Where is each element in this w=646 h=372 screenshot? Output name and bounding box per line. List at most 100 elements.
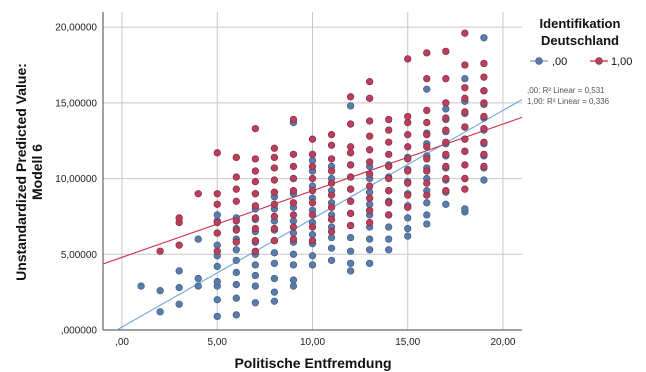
point-series-1-81 xyxy=(365,132,374,140)
point-series-1-96 xyxy=(404,179,412,187)
point-series-1-53 xyxy=(308,150,317,158)
y-tick-label-3: 15,00000 xyxy=(55,98,97,109)
point-series-1-111 xyxy=(423,106,431,115)
point-series-1-46 xyxy=(308,237,317,245)
point-series-1-135 xyxy=(480,162,488,171)
point-series-1-119 xyxy=(442,126,450,134)
y-axis-title-line-2: Modell 6 xyxy=(29,144,45,200)
point-series-1-50 xyxy=(308,187,317,195)
point-series-1-114 xyxy=(442,187,450,195)
point-series-1-56 xyxy=(327,215,336,224)
point-series-1-71 xyxy=(346,143,355,151)
r2-label-series-0: ,00: R² Linear = 0,531 xyxy=(527,86,605,95)
point-series-1-42 xyxy=(289,174,298,183)
point-series-1-19 xyxy=(251,237,260,245)
legend-item-series-0: ,00 xyxy=(530,56,567,68)
x-axis-title: Politische Entfremdung xyxy=(234,355,391,371)
point-series-1-39 xyxy=(289,211,298,219)
point-series-1-129 xyxy=(461,123,469,131)
point-series-0-39 xyxy=(270,288,279,296)
point-series-1-87 xyxy=(385,187,393,195)
point-series-0-141 xyxy=(461,74,469,83)
point-series-0-18 xyxy=(213,211,221,219)
point-series-1-11 xyxy=(232,238,240,246)
point-series-1-73 xyxy=(346,93,355,101)
point-series-1-63 xyxy=(327,131,336,139)
y-tick-label-1: 5,00000 xyxy=(61,250,98,261)
point-series-1-126 xyxy=(461,161,469,169)
legend-label-series-1: 1,00 xyxy=(611,56,632,68)
point-series-0-29 xyxy=(251,282,260,290)
point-series-0-0 xyxy=(137,282,145,290)
point-series-1-5 xyxy=(213,247,221,255)
point-series-0-88 xyxy=(346,102,355,110)
point-series-1-61 xyxy=(327,155,336,163)
point-series-0-41 xyxy=(270,259,279,268)
point-series-1-82 xyxy=(365,117,374,125)
point-series-1-55 xyxy=(327,227,336,236)
point-series-1-121 xyxy=(442,99,450,107)
point-series-0-107 xyxy=(404,224,412,233)
point-series-0-99 xyxy=(385,235,393,243)
point-series-1-93 xyxy=(385,115,393,124)
point-series-1-31 xyxy=(270,200,279,208)
point-series-1-100 xyxy=(404,131,412,139)
point-series-1-85 xyxy=(385,211,393,219)
point-series-1-131 xyxy=(461,94,469,102)
point-series-0-54 xyxy=(289,217,298,225)
point-series-1-30 xyxy=(270,212,279,221)
point-series-1-142 xyxy=(480,73,488,81)
point-series-1-115 xyxy=(442,174,450,183)
point-series-1-134 xyxy=(461,29,469,37)
point-series-1-44 xyxy=(289,150,298,158)
point-series-1-99 xyxy=(404,143,412,151)
point-series-1-76 xyxy=(365,194,374,202)
x-tick-label-1: 5,00 xyxy=(208,337,228,348)
point-series-1-18 xyxy=(251,247,260,255)
point-series-1-35 xyxy=(270,153,279,162)
point-series-1-92 xyxy=(385,126,393,134)
point-series-0-24 xyxy=(232,246,240,254)
point-series-0-22 xyxy=(232,268,240,277)
point-series-0-116 xyxy=(423,199,431,207)
point-series-1-94 xyxy=(404,203,412,211)
point-series-1-20 xyxy=(251,224,260,233)
point-series-1-6 xyxy=(213,229,221,237)
point-series-0-68 xyxy=(308,156,317,165)
point-series-1-34 xyxy=(270,164,279,172)
x-tick-label-2: 10,00 xyxy=(300,337,325,348)
point-series-1-138 xyxy=(480,124,488,133)
point-series-0-30 xyxy=(251,271,260,280)
point-series-1-47 xyxy=(308,223,317,231)
point-series-0-78 xyxy=(346,267,355,275)
point-series-0-62 xyxy=(308,230,317,239)
point-series-0-9 xyxy=(213,312,221,321)
point-series-1-120 xyxy=(442,114,450,122)
point-series-1-9 xyxy=(213,190,221,198)
point-series-1-10 xyxy=(213,149,221,157)
x-tick-label-4: 20,00 xyxy=(490,337,515,348)
point-series-1-127 xyxy=(461,147,469,155)
point-series-0-134 xyxy=(461,205,469,213)
point-series-1-68 xyxy=(346,173,355,181)
point-series-0-2 xyxy=(156,286,164,295)
point-series-1-124 xyxy=(461,185,469,193)
point-series-0-79 xyxy=(346,259,355,268)
point-series-1-132 xyxy=(461,84,469,92)
point-series-1-108 xyxy=(423,143,431,151)
point-series-1-80 xyxy=(365,146,374,154)
y-axis-title-line-1: Unstandardized Predicted Value: xyxy=(13,63,29,281)
point-series-1-110 xyxy=(423,118,431,127)
point-series-1-15 xyxy=(232,185,240,193)
point-series-0-10 xyxy=(213,296,221,304)
point-series-1-72 xyxy=(346,120,355,128)
legend: Identifikation Deutschland ,00 1,00 xyxy=(530,16,632,68)
point-series-1-25 xyxy=(251,167,260,175)
point-series-1-28 xyxy=(270,237,279,245)
point-series-0-132 xyxy=(442,105,450,113)
point-series-0-19 xyxy=(232,311,240,319)
point-series-0-20 xyxy=(232,294,240,302)
point-series-0-3 xyxy=(175,300,183,308)
